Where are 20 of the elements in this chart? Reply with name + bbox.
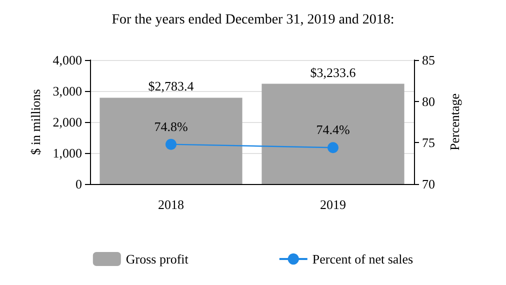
legend-label: Gross profit <box>126 252 189 266</box>
y-tick-label: 0 <box>76 176 82 192</box>
y-tick-label: 3,000 <box>52 84 82 98</box>
y2-tick-label: 85 <box>422 52 435 68</box>
y-axis-title: $ in millions <box>28 89 43 155</box>
y-tick-label: 2,000 <box>52 114 82 130</box>
y2-tick-label: 80 <box>422 94 435 109</box>
x-tick-label: 2018 <box>158 197 184 212</box>
y-tick-label: 1,000 <box>52 146 82 160</box>
y2-tick-label: 70 <box>422 176 435 192</box>
y2-tick-label: 75 <box>422 135 435 150</box>
legend-label: Percent of net sales <box>312 252 414 266</box>
x-tick-label: 2019 <box>320 197 346 212</box>
data-label: 74.8% <box>154 118 188 134</box>
y2-axis-title: Percentage <box>447 93 462 151</box>
chart-title: For the years ended December 31, 2019 and 2018: <box>112 12 394 28</box>
data-label: 74.4% <box>316 122 350 138</box>
data-label: $2,783.4 <box>148 78 194 94</box>
data-label: $3,233.6 <box>310 64 356 80</box>
y-tick-label: 4,000 <box>52 52 82 68</box>
